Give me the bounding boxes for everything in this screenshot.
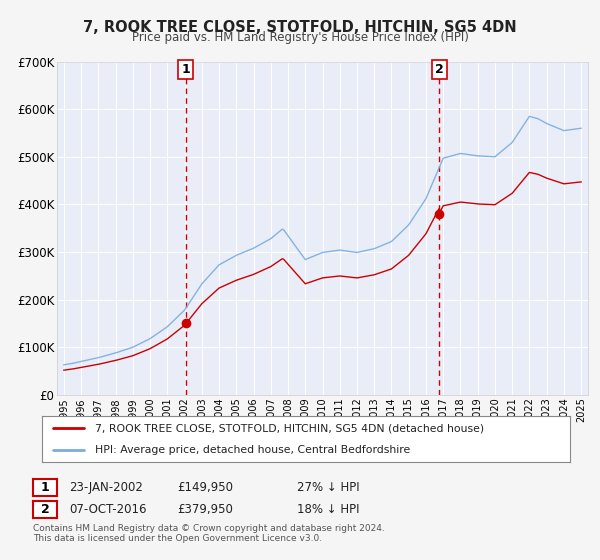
Text: 2: 2 [435,63,443,76]
Text: 07-OCT-2016: 07-OCT-2016 [69,503,146,516]
Text: 7, ROOK TREE CLOSE, STOTFOLD, HITCHIN, SG5 4DN: 7, ROOK TREE CLOSE, STOTFOLD, HITCHIN, S… [83,20,517,35]
Text: 27% ↓ HPI: 27% ↓ HPI [297,480,359,494]
Text: 23-JAN-2002: 23-JAN-2002 [69,480,143,494]
Text: 7, ROOK TREE CLOSE, STOTFOLD, HITCHIN, SG5 4DN (detached house): 7, ROOK TREE CLOSE, STOTFOLD, HITCHIN, S… [95,423,484,433]
Text: This data is licensed under the Open Government Licence v3.0.: This data is licensed under the Open Gov… [33,534,322,543]
Text: Price paid vs. HM Land Registry's House Price Index (HPI): Price paid vs. HM Land Registry's House … [131,31,469,44]
Text: 2: 2 [41,503,49,516]
Text: 1: 1 [181,63,190,76]
Text: £149,950: £149,950 [177,480,233,494]
Text: 18% ↓ HPI: 18% ↓ HPI [297,503,359,516]
Text: £379,950: £379,950 [177,503,233,516]
Text: HPI: Average price, detached house, Central Bedfordshire: HPI: Average price, detached house, Cent… [95,445,410,455]
Text: 1: 1 [41,480,49,494]
Text: Contains HM Land Registry data © Crown copyright and database right 2024.: Contains HM Land Registry data © Crown c… [33,524,385,533]
